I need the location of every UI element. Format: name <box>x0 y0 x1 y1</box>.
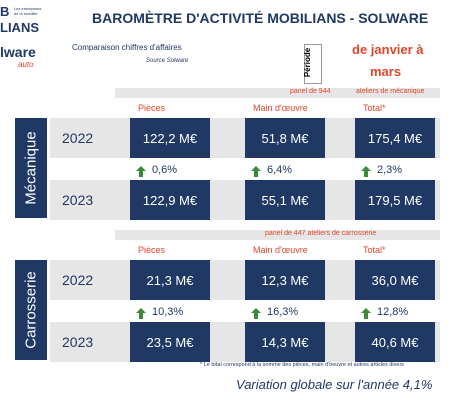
value-cell: 14,3 M€ <box>245 322 325 362</box>
value-cell: 12,3 M€ <box>245 260 325 300</box>
footnote: * Le total correspond à la somme des piè… <box>200 362 405 368</box>
value-cell: 51,8 M€ <box>245 118 325 158</box>
column-header: Total* <box>363 245 386 255</box>
value-cell: 23,5 M€ <box>130 322 210 362</box>
column-header: Total* <box>363 103 386 113</box>
title: BAROMÈTRE D'ACTIVITÉ MOBILIANS - SOLWARE <box>92 10 429 26</box>
up-arrow <box>361 164 371 182</box>
value-cell: 21,3 M€ <box>130 260 210 300</box>
panel-detail: ateliers de mécanique <box>356 88 425 95</box>
year: 2022 <box>62 272 94 288</box>
up-arrow <box>136 306 146 324</box>
panel-band <box>115 230 440 240</box>
section-label: Carrosserie <box>22 271 40 349</box>
change: 12,8% <box>377 306 409 318</box>
logo-letter: B <box>0 4 10 19</box>
section-block <box>15 260 47 360</box>
change: 6,4% <box>267 164 293 176</box>
column-header: Pièces <box>138 245 166 255</box>
up-arrow <box>136 164 146 182</box>
up-arrow <box>361 306 371 324</box>
column-header: Main d'œuvre <box>253 245 308 255</box>
subtitle: Comparaison chiffres d'affaires <box>72 43 182 52</box>
logo-name: LIANS <box>0 20 39 35</box>
value-cell: 179,5 M€ <box>355 180 435 220</box>
panel: panel de 447 ateliers de carrosserie <box>265 230 377 237</box>
year: 2022 <box>62 130 94 146</box>
logo2-sub: auto <box>18 60 34 69</box>
period: de janvier à <box>352 42 424 57</box>
source: Source Solware <box>146 58 189 64</box>
value-cell: 122,9 M€ <box>130 180 210 220</box>
change: 10,3% <box>152 306 184 318</box>
change: 2,3% <box>377 164 403 176</box>
section-block <box>15 118 47 218</box>
section-label: Mécanique <box>22 131 40 205</box>
summary: Variation globale sur l'année 4,1% <box>236 377 433 392</box>
change: 16,3% <box>267 306 299 318</box>
change: 0,6% <box>152 164 178 176</box>
panel: panel de 944 <box>290 88 331 95</box>
logo2: lware <box>0 44 36 60</box>
year: 2023 <box>62 192 94 208</box>
value-cell: 175,4 M€ <box>355 118 435 158</box>
logo-tagline: Les entreprises de la mobilité <box>14 6 42 16</box>
value-cell: 55,1 M€ <box>245 180 325 220</box>
column-header: Main d'œuvre <box>253 103 308 113</box>
column-header: Pièces <box>138 103 166 113</box>
value-cell: 40,6 M€ <box>355 322 435 362</box>
panel-band <box>115 88 440 98</box>
year: 2023 <box>62 334 94 350</box>
period-box <box>304 44 322 84</box>
value-cell: 36,0 M€ <box>355 260 435 300</box>
up-arrow <box>251 164 261 182</box>
period: mars <box>370 64 402 79</box>
up-arrow <box>251 306 261 324</box>
period-label: Période <box>303 47 313 78</box>
value-cell: 122,2 M€ <box>130 118 210 158</box>
